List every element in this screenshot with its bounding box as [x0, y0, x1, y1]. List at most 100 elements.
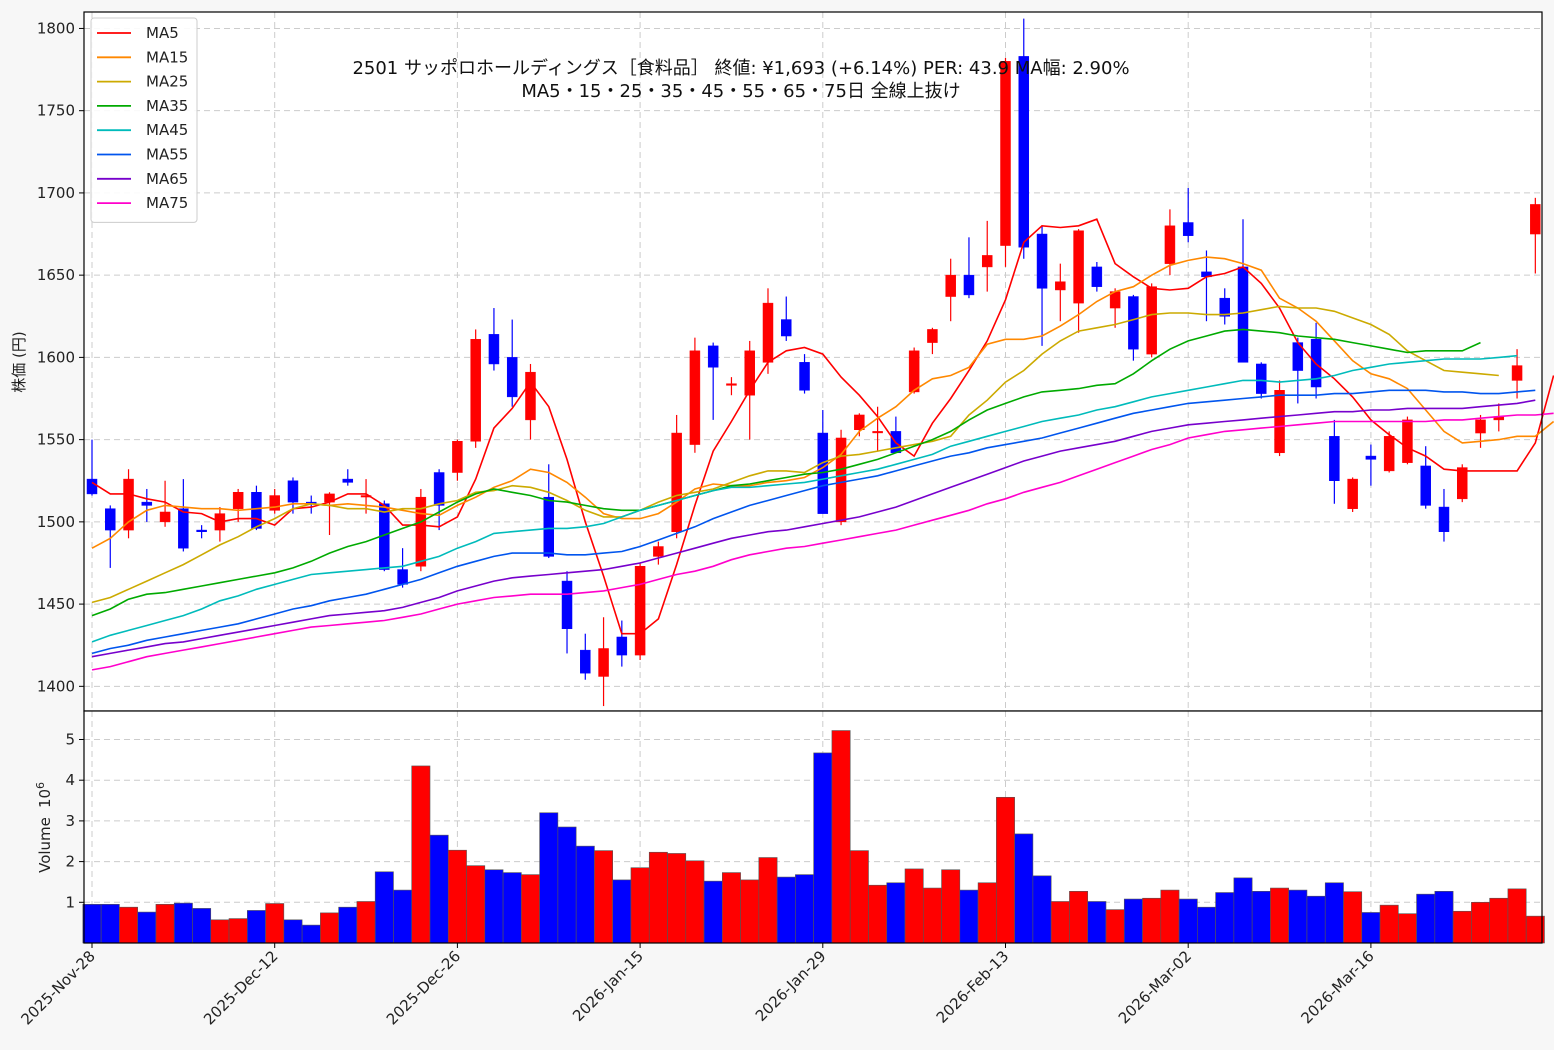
candle-body	[598, 648, 609, 677]
candle-body	[178, 508, 189, 549]
ma-line-ma65	[91, 399, 1536, 658]
candle-body	[1420, 465, 1431, 506]
volume-bar	[1379, 904, 1399, 944]
candle-body	[1365, 455, 1377, 460]
candle-body	[159, 511, 171, 523]
volume-bar	[1324, 882, 1344, 944]
volume-bar	[776, 876, 796, 944]
volume-bar	[959, 889, 979, 944]
volume-bar	[246, 910, 266, 944]
ma-line-ma55	[91, 389, 1536, 655]
candle-body	[1511, 365, 1523, 381]
candle-body	[908, 350, 920, 393]
volume-bar	[849, 850, 869, 944]
volume-bar	[575, 845, 595, 944]
price-tick-label: 1450	[37, 595, 75, 613]
volume-bar	[320, 912, 339, 944]
candle-body	[1237, 266, 1249, 363]
candle-body	[1219, 297, 1230, 317]
volume-bar	[685, 860, 705, 944]
candle-body	[1128, 296, 1139, 350]
ma-line-ma25	[91, 305, 1499, 604]
ma-line-ma15	[91, 256, 1554, 549]
candle-body	[1164, 225, 1176, 264]
legend-label: MA75	[146, 194, 188, 212]
volume-tick-label: 3	[65, 812, 75, 830]
legend-box	[90, 17, 198, 223]
candle-body	[781, 319, 792, 337]
volume-bar	[228, 918, 248, 944]
volume-tick-label: 5	[65, 730, 75, 748]
candle-body	[1438, 506, 1450, 532]
candle-body	[945, 274, 956, 297]
price-tick-label: 1750	[37, 102, 75, 120]
candle-body	[580, 649, 591, 674]
price-panel: 1400 1450 1500 1550 1600 1650 1700 1750 1800	[37, 11, 1554, 712]
volume-bar	[411, 765, 431, 944]
candle-body	[762, 302, 774, 363]
candle-body	[1274, 390, 1285, 454]
volume-bar	[1398, 913, 1417, 944]
candle-body	[123, 478, 134, 531]
candle-body	[653, 546, 664, 557]
volume-bar	[521, 874, 540, 944]
price-axis-label: 株価 (円)	[10, 331, 28, 392]
candle-body	[1475, 419, 1486, 434]
candle-body	[854, 414, 865, 431]
candle-body	[872, 431, 883, 434]
volume-bar	[192, 908, 212, 944]
volume-frame	[83, 710, 1543, 944]
volume-bar	[155, 904, 175, 944]
candle-body	[470, 339, 481, 442]
volume-bar	[338, 906, 358, 944]
candle-body	[232, 492, 244, 509]
volume-bar	[429, 834, 449, 944]
legend-label: MA55	[146, 146, 188, 164]
volume-bar	[667, 853, 687, 944]
candle-body	[707, 345, 719, 368]
candle-body	[671, 432, 682, 532]
volume-bar	[82, 904, 102, 944]
price-tick-label: 1600	[37, 348, 75, 366]
volume-bar	[356, 901, 376, 944]
volume-bar	[1197, 906, 1216, 944]
volume-bar	[886, 882, 906, 944]
volume-bar	[393, 889, 413, 944]
price-tick-label: 1550	[37, 431, 75, 449]
volume-bar	[1142, 897, 1162, 944]
volume-bar	[466, 865, 486, 944]
volume-bar	[612, 879, 632, 944]
price-tick-label: 1500	[37, 513, 75, 531]
volume-bar	[1306, 895, 1326, 944]
volume-bar	[119, 906, 138, 944]
candle-body	[981, 255, 993, 268]
volume-bar	[1233, 877, 1253, 944]
volume-tick-label: 4	[65, 771, 75, 789]
legend-label: MA65	[146, 170, 188, 188]
candle-body	[1457, 467, 1468, 500]
candle-body	[488, 334, 500, 365]
candle-body	[963, 274, 975, 296]
volume-bar	[557, 826, 577, 944]
volume-tick-label: 2	[65, 853, 75, 871]
candle-body	[543, 496, 554, 557]
candle-body	[726, 383, 737, 386]
volume-bar	[1215, 892, 1235, 944]
volume-bar	[1105, 909, 1125, 944]
candle-body	[251, 492, 262, 529]
candle-body	[1383, 436, 1395, 472]
volume-bar	[1032, 875, 1052, 944]
volume-bar	[1507, 888, 1527, 944]
volume-bar	[630, 867, 650, 944]
price-tick-label: 1400	[37, 677, 75, 695]
volume-bar	[484, 869, 504, 944]
price-tick-label: 1700	[37, 184, 75, 202]
volume-bar	[868, 884, 888, 944]
candle-body	[1000, 61, 1011, 246]
volume-bar	[722, 872, 741, 944]
chart-title-line1: 2501 サッポロホールディングス［食料品］ 終値: ¥1,693 (+6.14…	[352, 58, 1129, 79]
volume-bar	[648, 851, 668, 944]
legend-label: MA45	[146, 121, 188, 139]
candle-body	[689, 350, 701, 445]
volume-bar	[1270, 887, 1289, 944]
